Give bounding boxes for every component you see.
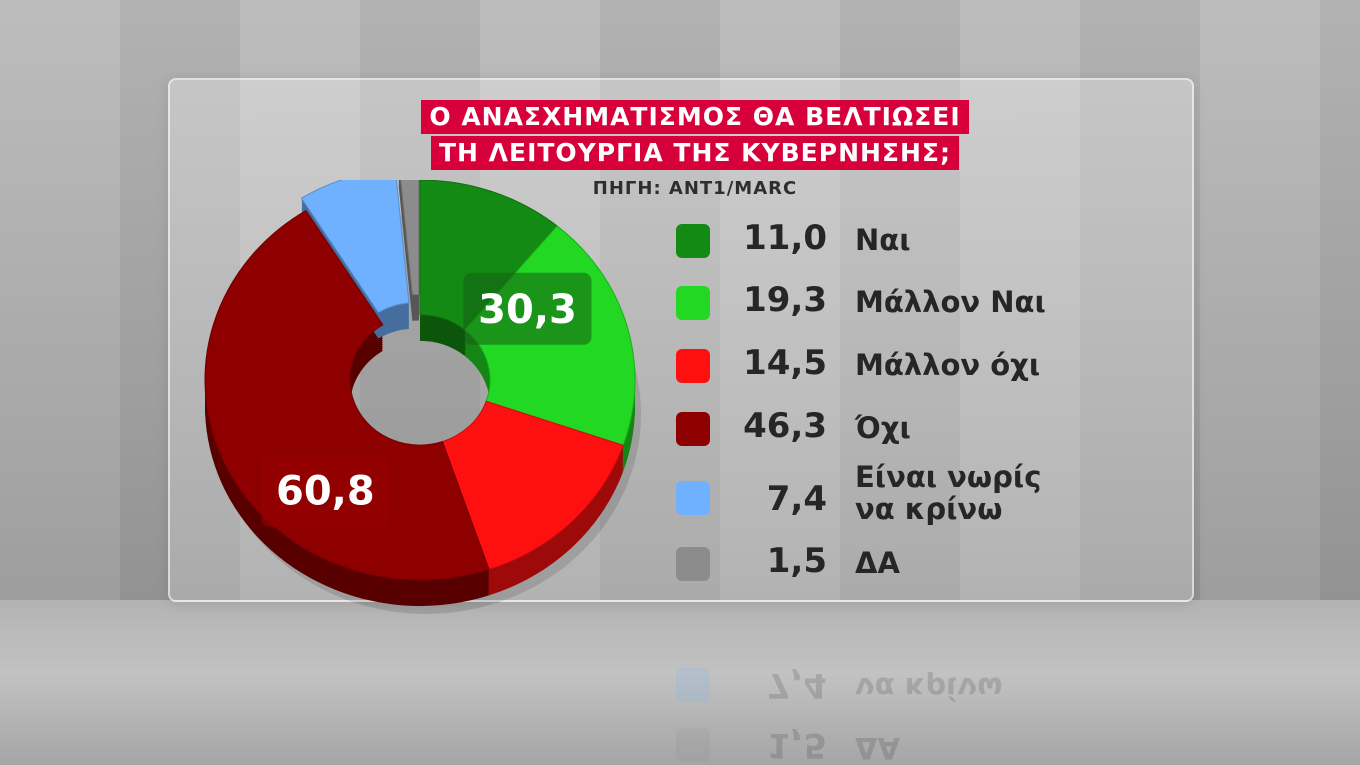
slice-0	[419, 180, 558, 331]
legend-value: 19,3	[743, 280, 827, 320]
legend-label: ΔΑ	[855, 547, 1155, 579]
source-label: ΠΗΓΗ: ANT1/MARC	[592, 178, 798, 199]
donut-chart: 30,3 60,8	[204, 180, 641, 614]
studio-floor	[0, 600, 1360, 765]
legend-label-line: να κρίνω	[855, 492, 1003, 526]
reflection-row-early: 7,4 να κρίνω	[672, 665, 1152, 705]
legend-value: 1,5	[766, 541, 827, 581]
legend-label: Όχι	[855, 412, 1155, 444]
group-label-box	[463, 272, 592, 345]
legend-value: 7,4	[766, 479, 827, 519]
reflection-value-early: 7,4	[766, 665, 827, 705]
legend-swatch	[676, 547, 710, 581]
legend-value: 46,3	[743, 406, 827, 446]
legend-label-line: Μάλλον όχι	[855, 348, 1041, 382]
legend-value: 14,5	[743, 343, 827, 383]
title-line-2: ΤΗ ΛΕΙΤΟΥΡΓΙΑ ΤΗΣ ΚΥΒΕΡΝΗΣΗΣ;	[430, 136, 960, 170]
legend-swatch	[676, 412, 710, 446]
legend-label: Ναι	[855, 224, 1155, 256]
reflection-row-da: 1,5 ΔΑ	[672, 725, 1152, 765]
slice-2	[441, 400, 624, 570]
group-label-box	[261, 454, 390, 527]
legend-reflection: 1,5 ΔΑ 7,4 να κρίνω	[672, 640, 1152, 765]
legend-label: Μάλλον Ναι	[855, 286, 1155, 318]
title-line-1: Ο ΑΝΑΣΧΗΜΑΤΙΣΜΟΣ ΘΑ ΒΕΛΤΙΩΣΕΙ	[421, 100, 969, 134]
slice-4	[300, 180, 410, 314]
reflection-label-da: ΔΑ	[855, 731, 900, 765]
reflection-value-da: 1,5	[766, 725, 827, 765]
reflection-swatch-early	[676, 668, 710, 702]
group-label-value: 60,8	[276, 469, 375, 515]
slice-5	[400, 180, 420, 296]
reflection-swatch-da	[676, 728, 710, 762]
legend-swatch	[676, 481, 710, 515]
group-label-value: 30,3	[478, 287, 577, 333]
legend-label: Είναι νωρίς να κρίνω	[855, 461, 1155, 525]
legend-label-line: Μάλλον Ναι	[855, 285, 1046, 319]
legend-value: 11,0	[743, 218, 827, 258]
legend-label-line: Είναι νωρίς	[855, 460, 1042, 494]
legend-swatch	[676, 286, 710, 320]
legend-swatch	[676, 224, 710, 258]
legend-label: Μάλλον όχι	[855, 349, 1155, 381]
legend-label-line: ΔΑ	[855, 546, 900, 580]
legend-swatch	[676, 349, 710, 383]
legend-label-line: Ναι	[855, 223, 911, 257]
chart-title: Ο ΑΝΑΣΧΗΜΑΤΙΣΜΟΣ ΘΑ ΒΕΛΤΙΩΣΕΙ ΤΗ ΛΕΙΤΟΥΡ…	[300, 100, 1090, 172]
legend-label-line: Όχι	[855, 411, 911, 445]
reflection-label-early: να κρίνω	[855, 671, 1003, 705]
